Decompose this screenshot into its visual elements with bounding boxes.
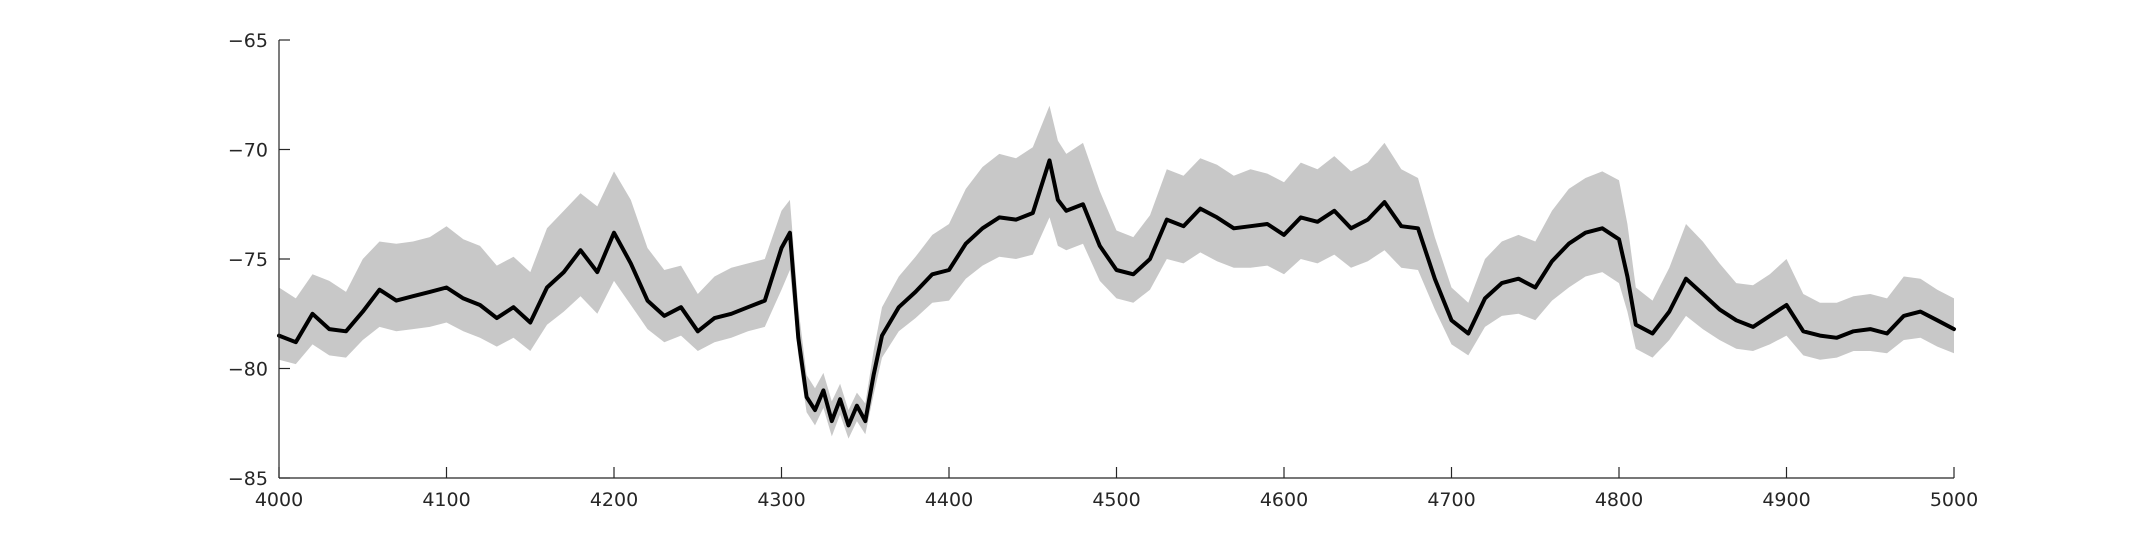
mean-series-line xyxy=(277,158,1956,428)
x-tick-label: 4300 xyxy=(757,489,805,511)
y-ticks: −65 −70 −75 −80 −85 xyxy=(228,30,290,490)
y-tick-label: −70 xyxy=(228,140,268,162)
x-tick-label: 4800 xyxy=(1595,489,1643,511)
x-tick-label: 4100 xyxy=(422,489,470,511)
x-tick-label: 4000 xyxy=(255,489,303,511)
y-tick-label: −75 xyxy=(228,249,268,271)
x-tick-label: 4900 xyxy=(1762,489,1810,511)
spread-band-layer xyxy=(279,105,1954,439)
x-tick-label: 4500 xyxy=(1092,489,1140,511)
x-ticks: 4000 4100 4200 4300 4400 4500 4600 4700 4800 4900… xyxy=(255,467,1978,511)
x-tick-label: 4600 xyxy=(1260,489,1308,511)
x-tick-label: 4700 xyxy=(1427,489,1475,511)
x-tick-label: 4200 xyxy=(590,489,638,511)
mean-line-layer xyxy=(277,158,1956,428)
y-tick-label: −85 xyxy=(228,468,268,490)
x-tick-label: 4400 xyxy=(925,489,973,511)
x-tick-label: 5000 xyxy=(1930,489,1978,511)
y-tick-label: −80 xyxy=(228,359,268,381)
spread-band-area xyxy=(279,105,1954,439)
y-tick-label: −65 xyxy=(228,30,268,52)
